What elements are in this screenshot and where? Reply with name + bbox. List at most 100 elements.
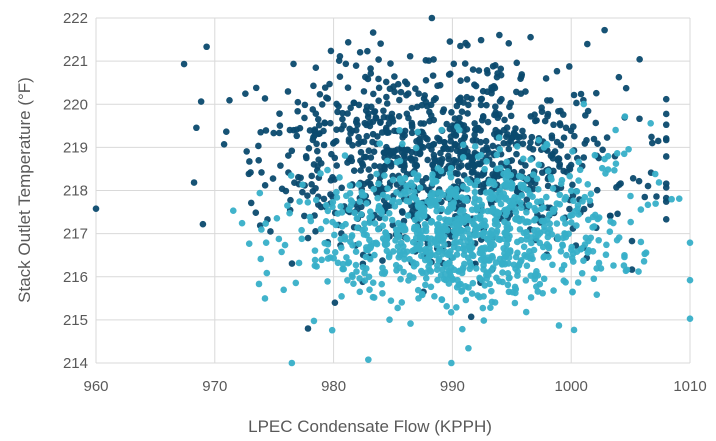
light-blue-point [422,274,430,282]
dark-blue-point [255,156,262,164]
dark-blue-point [415,90,422,97]
light-blue-point [363,246,370,254]
dark-blue-point [404,90,412,97]
dark-blue-point [513,88,520,96]
light-blue-point [553,220,561,227]
light-blue-point [322,218,330,225]
dark-blue-point [489,142,497,150]
dark-blue-point [344,84,352,91]
dark-blue-point [577,90,585,98]
light-blue-point [341,152,349,159]
light-blue-point [416,184,424,192]
light-blue-point [452,192,459,199]
dark-blue-point [365,147,373,155]
light-blue-point [361,220,368,227]
light-blue-point [338,209,346,216]
y-tick-label: 220 [63,96,88,113]
light-blue-point [496,146,504,153]
dark-blue-point [566,205,573,213]
light-blue-point [338,244,345,252]
light-blue-point [399,140,406,148]
light-blue-point [401,188,408,195]
dark-blue-point [533,117,540,124]
light-blue-point [381,215,389,222]
dark-blue-point [538,104,545,112]
light-blue-point [377,206,385,214]
light-blue-point [317,225,325,233]
light-blue-point [491,299,499,306]
light-blue-point [454,222,462,229]
dark-blue-point [261,182,269,189]
dark-blue-point [321,84,329,91]
dark-blue-point [484,69,491,77]
light-blue-point [438,296,446,304]
light-blue-point [437,189,444,197]
dark-blue-point [369,29,377,36]
light-blue-point [256,189,264,197]
dark-blue-point [506,103,513,111]
light-blue-point [412,144,420,152]
dark-blue-point [276,122,284,130]
dark-blue-point [397,88,405,96]
dark-blue-point [606,212,614,220]
light-blue-point [390,197,397,204]
light-blue-point [528,239,535,247]
light-blue-point [575,177,582,184]
light-blue-point [590,223,598,230]
dark-blue-point [629,174,637,182]
dark-blue-point [367,65,374,72]
light-blue-point [543,141,551,149]
light-blue-point [414,211,422,219]
light-blue-point [431,293,438,300]
dark-blue-point [489,171,496,178]
dark-blue-point [513,59,521,67]
light-blue-point [370,185,378,193]
light-blue-point [463,185,471,193]
light-blue-point [641,250,649,258]
light-blue-point [611,167,618,174]
light-blue-point [332,221,340,229]
dark-blue-point [467,313,475,321]
light-blue-point [427,283,435,291]
light-blue-point [396,248,403,255]
dark-blue-point [547,152,555,160]
light-blue-point [431,238,439,246]
dark-blue-point [488,89,495,97]
dark-blue-point [446,38,454,45]
dark-blue-point [653,193,660,200]
dark-blue-point [301,212,308,220]
light-blue-point [352,248,360,256]
light-blue-point [456,227,464,235]
dark-blue-point [432,95,439,102]
dark-blue-point [336,73,344,80]
dark-blue-point [641,193,649,201]
light-blue-point [420,212,428,220]
light-blue-point [354,224,361,232]
light-blue-point [410,188,418,196]
dark-blue-point [439,108,447,116]
light-blue-point [347,238,354,246]
light-blue-point [379,289,386,297]
dark-blue-point [92,205,100,213]
light-blue-point [366,219,373,226]
light-blue-point [286,209,293,217]
light-blue-point [489,264,497,271]
light-blue-point [627,218,634,226]
dark-blue-point [662,216,670,223]
light-blue-point [454,245,462,252]
y-tick-label: 214 [63,355,88,372]
light-blue-point [578,269,586,277]
light-blue-point [245,240,253,248]
light-blue-point [329,203,336,211]
light-blue-point [281,241,289,249]
x-tick-label: 1010 [673,378,706,395]
light-blue-point [443,302,450,310]
dark-blue-point [522,88,529,95]
light-blue-point [513,238,521,246]
light-blue-point [458,269,466,277]
light-blue-point [480,317,488,324]
light-blue-point [417,267,425,275]
y-tick-label: 221 [63,53,88,70]
light-blue-point [481,165,488,173]
